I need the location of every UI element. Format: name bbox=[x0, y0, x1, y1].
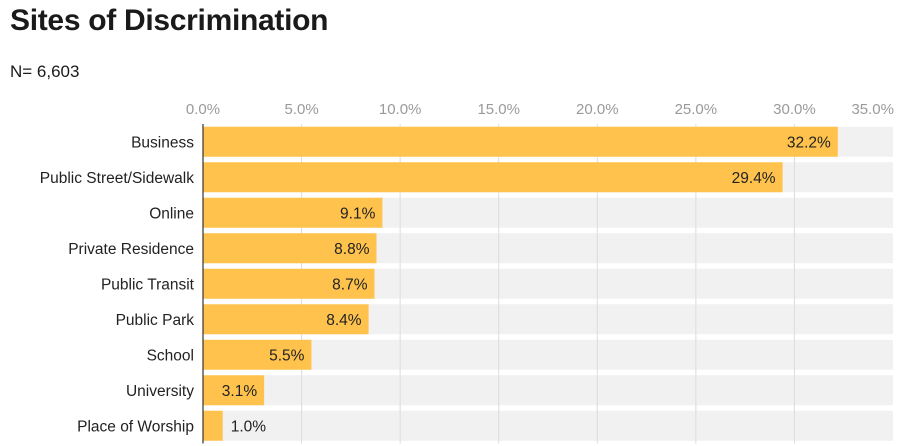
bar bbox=[203, 304, 369, 335]
value-label: 5.5% bbox=[269, 347, 305, 364]
category-label: Place of Worship bbox=[77, 418, 194, 435]
category-label: School bbox=[147, 347, 194, 364]
chart-title: Sites of Discrimination bbox=[10, 4, 329, 37]
chart-subtitle: N= 6,603 bbox=[10, 62, 80, 81]
x-tick-label: 5.0% bbox=[284, 101, 318, 118]
bar bbox=[203, 375, 265, 406]
bar bbox=[203, 162, 783, 193]
bar-track bbox=[203, 375, 893, 406]
value-label: 32.2% bbox=[787, 134, 831, 151]
x-tick-label: 30.0% bbox=[773, 101, 816, 118]
x-tick-label: 25.0% bbox=[675, 101, 718, 118]
bar bbox=[203, 233, 377, 264]
value-label: 29.4% bbox=[732, 170, 776, 187]
bar bbox=[203, 268, 375, 299]
bar bbox=[203, 410, 223, 441]
x-tick-label: 35.0% bbox=[851, 101, 894, 118]
category-label: Private Residence bbox=[68, 241, 194, 258]
value-label: 1.0% bbox=[231, 418, 267, 435]
x-tick-label: 20.0% bbox=[576, 101, 619, 118]
value-label: 8.4% bbox=[326, 312, 362, 329]
bar bbox=[203, 197, 383, 228]
x-tick-label: 10.0% bbox=[379, 101, 422, 118]
category-label: Public Park bbox=[116, 312, 195, 329]
value-label: 8.7% bbox=[332, 276, 368, 293]
bar bbox=[203, 339, 312, 370]
bar-track bbox=[203, 410, 893, 441]
x-tick-label: 0.0% bbox=[186, 101, 220, 118]
bar-track bbox=[203, 339, 893, 370]
value-label: 3.1% bbox=[222, 383, 258, 400]
x-tick-label: 15.0% bbox=[477, 101, 520, 118]
bar bbox=[203, 126, 838, 157]
category-label: Online bbox=[149, 205, 194, 222]
value-label: 8.8% bbox=[334, 241, 370, 258]
category-label: Public Transit bbox=[101, 276, 195, 293]
value-label: 9.1% bbox=[340, 205, 376, 222]
category-label: Business bbox=[131, 134, 194, 151]
category-label: Public Street/Sidewalk bbox=[40, 170, 194, 187]
category-label: University bbox=[126, 383, 194, 400]
